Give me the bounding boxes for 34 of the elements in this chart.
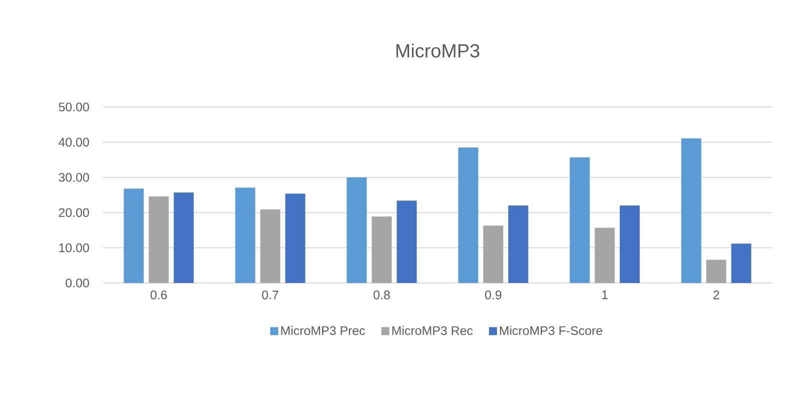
y-tick-label: 40.00: [58, 138, 89, 147]
bar: [620, 206, 640, 283]
bar: [260, 209, 280, 283]
bar: [285, 194, 306, 283]
bar: [483, 226, 504, 283]
bar: [570, 157, 590, 283]
bar: [508, 206, 528, 283]
bar: [148, 196, 169, 283]
x-tick-label: 0.6: [150, 290, 167, 300]
bar: [124, 188, 144, 283]
bar: [731, 244, 752, 283]
legend-label: MicroMP3 Rec: [392, 326, 473, 336]
bar: [458, 147, 478, 283]
legend-label: MicroMP3 F-Score: [500, 326, 602, 336]
x-tick-label: 0.8: [374, 290, 390, 300]
y-tick-label: 10.00: [59, 243, 89, 252]
y-tick-label: 30.00: [58, 173, 89, 182]
x-tick-label: 1: [602, 290, 608, 300]
legend-label: MicroMP3 Prec: [281, 326, 365, 336]
y-tick-label: 0.00: [66, 278, 89, 288]
x-tick-label: 0.7: [262, 290, 278, 300]
x-tick-label: 2: [713, 290, 720, 300]
x-tick-label: 0.9: [485, 290, 502, 300]
bar: [706, 260, 726, 283]
bar: [372, 216, 392, 283]
chart-title: MicroMP3: [396, 44, 480, 58]
bar: [594, 228, 615, 283]
bar: [681, 138, 702, 283]
y-tick-label: 20.00: [58, 208, 89, 218]
bar: [235, 188, 256, 283]
bar: [346, 177, 367, 283]
bar: [174, 192, 194, 283]
bar: [396, 200, 417, 283]
y-tick-label: 50.00: [58, 102, 89, 112]
